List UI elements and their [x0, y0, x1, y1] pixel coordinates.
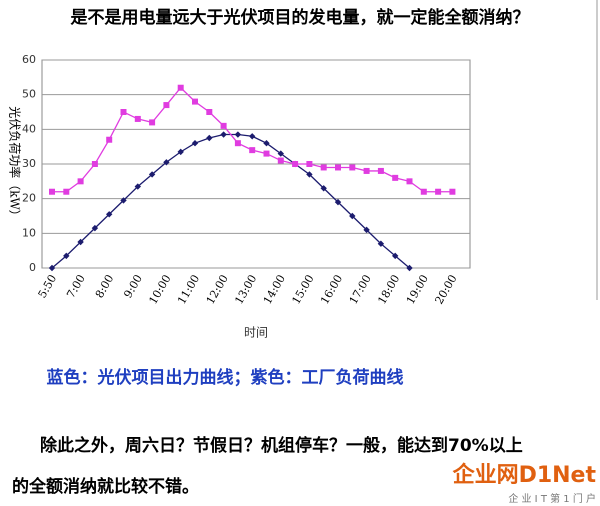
y-tick-label: 60 [22, 53, 36, 66]
marker [292, 161, 299, 167]
marker [77, 178, 84, 185]
marker [234, 140, 241, 147]
x-tick-label: 13:00 [232, 273, 259, 307]
marker [134, 115, 141, 122]
marker [192, 98, 198, 105]
x-axis-label: 时间 [244, 326, 268, 340]
x-tick-label: 18:00 [375, 273, 402, 307]
y-tick-label: 20 [22, 192, 36, 205]
marker [363, 167, 370, 174]
x-tick-label: 14:00 [261, 273, 288, 307]
marker [363, 226, 370, 234]
x-tick-label: 9:00 [121, 273, 145, 301]
marker [334, 198, 342, 206]
y-tick-label: 50 [22, 88, 36, 101]
marker [249, 133, 256, 140]
marker [120, 109, 127, 115]
x-tick-label: 16:00 [318, 273, 345, 307]
body-line: 的全额消纳就比较不错。 [12, 476, 199, 497]
marker [91, 161, 98, 167]
marker [191, 140, 199, 147]
marker [349, 212, 356, 220]
marker [48, 264, 56, 272]
marker [206, 134, 213, 142]
marker [149, 119, 156, 126]
marker [120, 197, 127, 204]
body-line: 除此之外，周六日？节假日？机组停车？一般，能达到70%以上 [40, 435, 523, 456]
marker [220, 131, 227, 138]
marker [320, 164, 327, 171]
watermark-brand: 企业网D1Net [452, 462, 597, 488]
marker [377, 240, 385, 247]
marker [163, 159, 170, 166]
y-tick-label: 0 [29, 261, 36, 274]
marker [77, 238, 84, 246]
x-tick-label: 15:00 [289, 273, 316, 307]
marker [306, 171, 313, 178]
x-tick-label: 8:00 [93, 273, 117, 301]
marker [306, 161, 313, 167]
marker [220, 122, 227, 129]
marker [148, 171, 156, 178]
marker [91, 224, 99, 232]
marker [106, 211, 113, 218]
marker [177, 148, 184, 156]
y-axis-label: 光伏负荷功率（kW） [8, 106, 23, 222]
y-tick-label: 40 [22, 122, 36, 135]
marker [406, 264, 413, 272]
marker [163, 102, 170, 109]
x-tick-label: 20:00 [432, 273, 459, 307]
marker [406, 178, 413, 185]
marker [320, 185, 327, 192]
x-tick-label: 19:00 [404, 273, 431, 307]
marker [377, 167, 384, 174]
marker [63, 252, 70, 260]
marker [277, 150, 284, 157]
marker [449, 188, 456, 195]
marker [106, 136, 113, 143]
x-tick-label: 7:00 [64, 273, 88, 301]
y-tick-label: 30 [22, 157, 36, 170]
x-tick-label: 5:50 [36, 273, 60, 301]
marker [392, 252, 399, 260]
marker [249, 147, 256, 154]
marker [349, 164, 356, 171]
x-tick-label: 17:00 [347, 273, 374, 307]
x-tick-label: 10:00 [146, 273, 173, 307]
marker [49, 188, 55, 195]
x-tick-label: 11:00 [175, 273, 202, 307]
y-tick-label: 10 [22, 226, 36, 239]
marker [206, 109, 213, 115]
marker [277, 157, 284, 164]
marker [63, 188, 70, 195]
marker [392, 174, 399, 181]
marker [263, 140, 270, 147]
marker [263, 150, 270, 157]
x-tick-label: 12:00 [204, 273, 231, 307]
marker [134, 183, 141, 190]
marker [420, 188, 427, 195]
marker [234, 131, 242, 138]
marker [177, 84, 184, 91]
watermark-slogan: 企 业 I T 第 1 门 户 [508, 492, 596, 505]
marker [335, 164, 341, 171]
series-line [51, 133, 410, 269]
title: 是不是用电量远大于光伏项目的发电量，就一定能全额消纳？ [71, 7, 530, 28]
caption: 蓝色：光伏项目出力曲线；紫色：工厂负荷曲线 [47, 367, 404, 388]
marker [435, 188, 442, 195]
